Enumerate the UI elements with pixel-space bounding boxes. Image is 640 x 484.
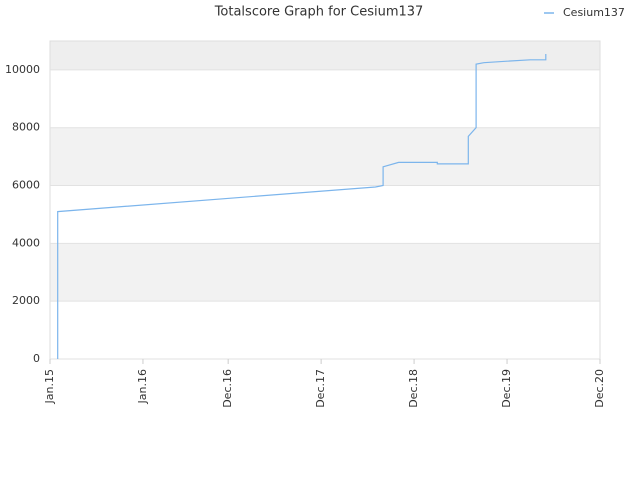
- grid-band: [50, 41, 600, 70]
- x-tick-label: Dec.18: [407, 369, 420, 408]
- y-tick-label: 4000: [12, 236, 40, 249]
- chart-title: Totalscore Graph for Cesium137: [214, 5, 424, 20]
- data-line: [57, 54, 547, 359]
- grid-band: [50, 243, 600, 302]
- y-tick-label: 8000: [12, 121, 40, 134]
- x-tick-label: Jan.15: [43, 369, 56, 404]
- y-tick-label: 6000: [12, 179, 40, 192]
- legend-label: Cesium137: [563, 6, 625, 19]
- plot-border: [49, 40, 601, 360]
- x-tick-label: Jan.16: [136, 369, 149, 404]
- x-tick-label: Dec.19: [500, 369, 513, 408]
- y-tick-label: 10000: [5, 63, 40, 76]
- grid-band: [50, 127, 600, 186]
- x-tick-label: Dec.16: [221, 369, 234, 408]
- x-tick-label: Dec.17: [314, 369, 327, 408]
- x-tick-label: Dec.20: [593, 369, 606, 408]
- y-tick-label: 0: [33, 352, 40, 365]
- y-tick-label: 2000: [12, 294, 40, 307]
